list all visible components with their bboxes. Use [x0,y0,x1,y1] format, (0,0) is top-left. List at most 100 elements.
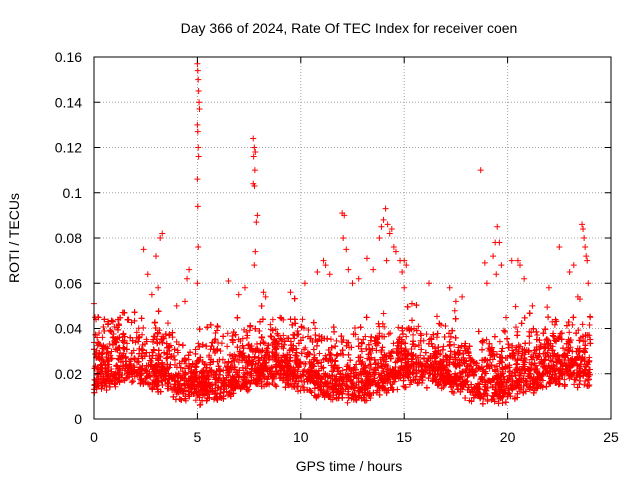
data-point [553,358,560,365]
data-point [312,325,319,332]
data-point [224,330,231,337]
data-point [348,377,355,384]
data-point [566,329,573,336]
data-point [280,332,287,339]
data-point [278,336,285,343]
data-point [173,338,180,345]
data-point [99,334,106,341]
data-point [415,323,422,330]
data-point [500,327,507,334]
data-point [579,321,586,328]
data-point [440,343,447,350]
data-point [403,333,410,340]
data-point [544,304,551,311]
data-point [224,343,231,350]
data-point [434,313,441,320]
data-point [183,360,190,367]
data-point [586,321,593,328]
data-point [484,398,491,405]
chart-title: Day 366 of 2024, Rate Of TEC Index for r… [181,20,518,36]
data-point [339,367,346,374]
data-point [380,310,387,317]
data-point [179,368,186,375]
data-point [192,397,199,404]
data-point [217,348,224,355]
data-point [316,350,323,357]
data-point [390,348,397,355]
data-point [434,350,441,357]
data-point [395,324,402,331]
data-point [130,378,137,385]
data-point [128,379,135,386]
data-point [355,336,362,343]
data-point [113,345,120,352]
data-point [569,321,576,328]
data-point [438,385,445,392]
data-point [133,329,140,336]
data-point [272,326,279,333]
data-point [244,387,251,394]
data-point [557,330,564,337]
data-point [483,336,490,343]
data-point [216,356,223,363]
data-point [546,379,553,386]
data-point [305,326,312,333]
data-point [109,377,116,384]
data-point [362,333,369,340]
data-point [513,324,520,331]
data-point [221,359,228,366]
data-point [536,360,543,367]
data-point [571,381,578,388]
data-point [197,401,204,408]
data-point [572,376,579,383]
data-point [512,303,519,310]
data-point [109,334,116,341]
data-point [219,356,226,363]
data-point [582,378,589,385]
data-point [267,321,274,328]
data-point [479,338,486,345]
data-point [108,355,115,362]
data-point [135,325,142,332]
data-point [410,331,417,338]
data-point [195,340,202,347]
data-point [302,344,309,351]
data-point [117,349,124,356]
data-points [91,60,594,409]
data-point [106,341,113,348]
data-point [344,399,351,406]
data-point [381,323,388,330]
data-point [237,338,244,345]
data-point [333,337,340,344]
data-point [528,329,535,336]
data-point [575,327,582,334]
data-point [164,320,171,327]
data-point [385,331,392,338]
data-point [96,330,103,337]
data-point [496,338,503,345]
data-point [243,335,250,342]
data-point [103,387,110,394]
data-point [433,334,440,341]
data-point [243,328,250,335]
data-point [345,392,352,399]
data-point [423,331,430,338]
data-point [124,340,131,347]
data-point [390,340,397,347]
data-point [269,316,276,323]
data-point [299,316,306,323]
data-point [549,318,556,325]
data-point [548,358,555,365]
data-point [581,381,588,388]
data-point [351,325,358,332]
data-point [359,377,366,384]
data-point [218,340,225,347]
data-point [358,348,365,355]
data-point [309,339,316,346]
data-point [451,307,458,314]
data-point [543,335,550,342]
data-point [360,336,367,343]
data-point [561,376,568,383]
data-point [551,321,558,328]
